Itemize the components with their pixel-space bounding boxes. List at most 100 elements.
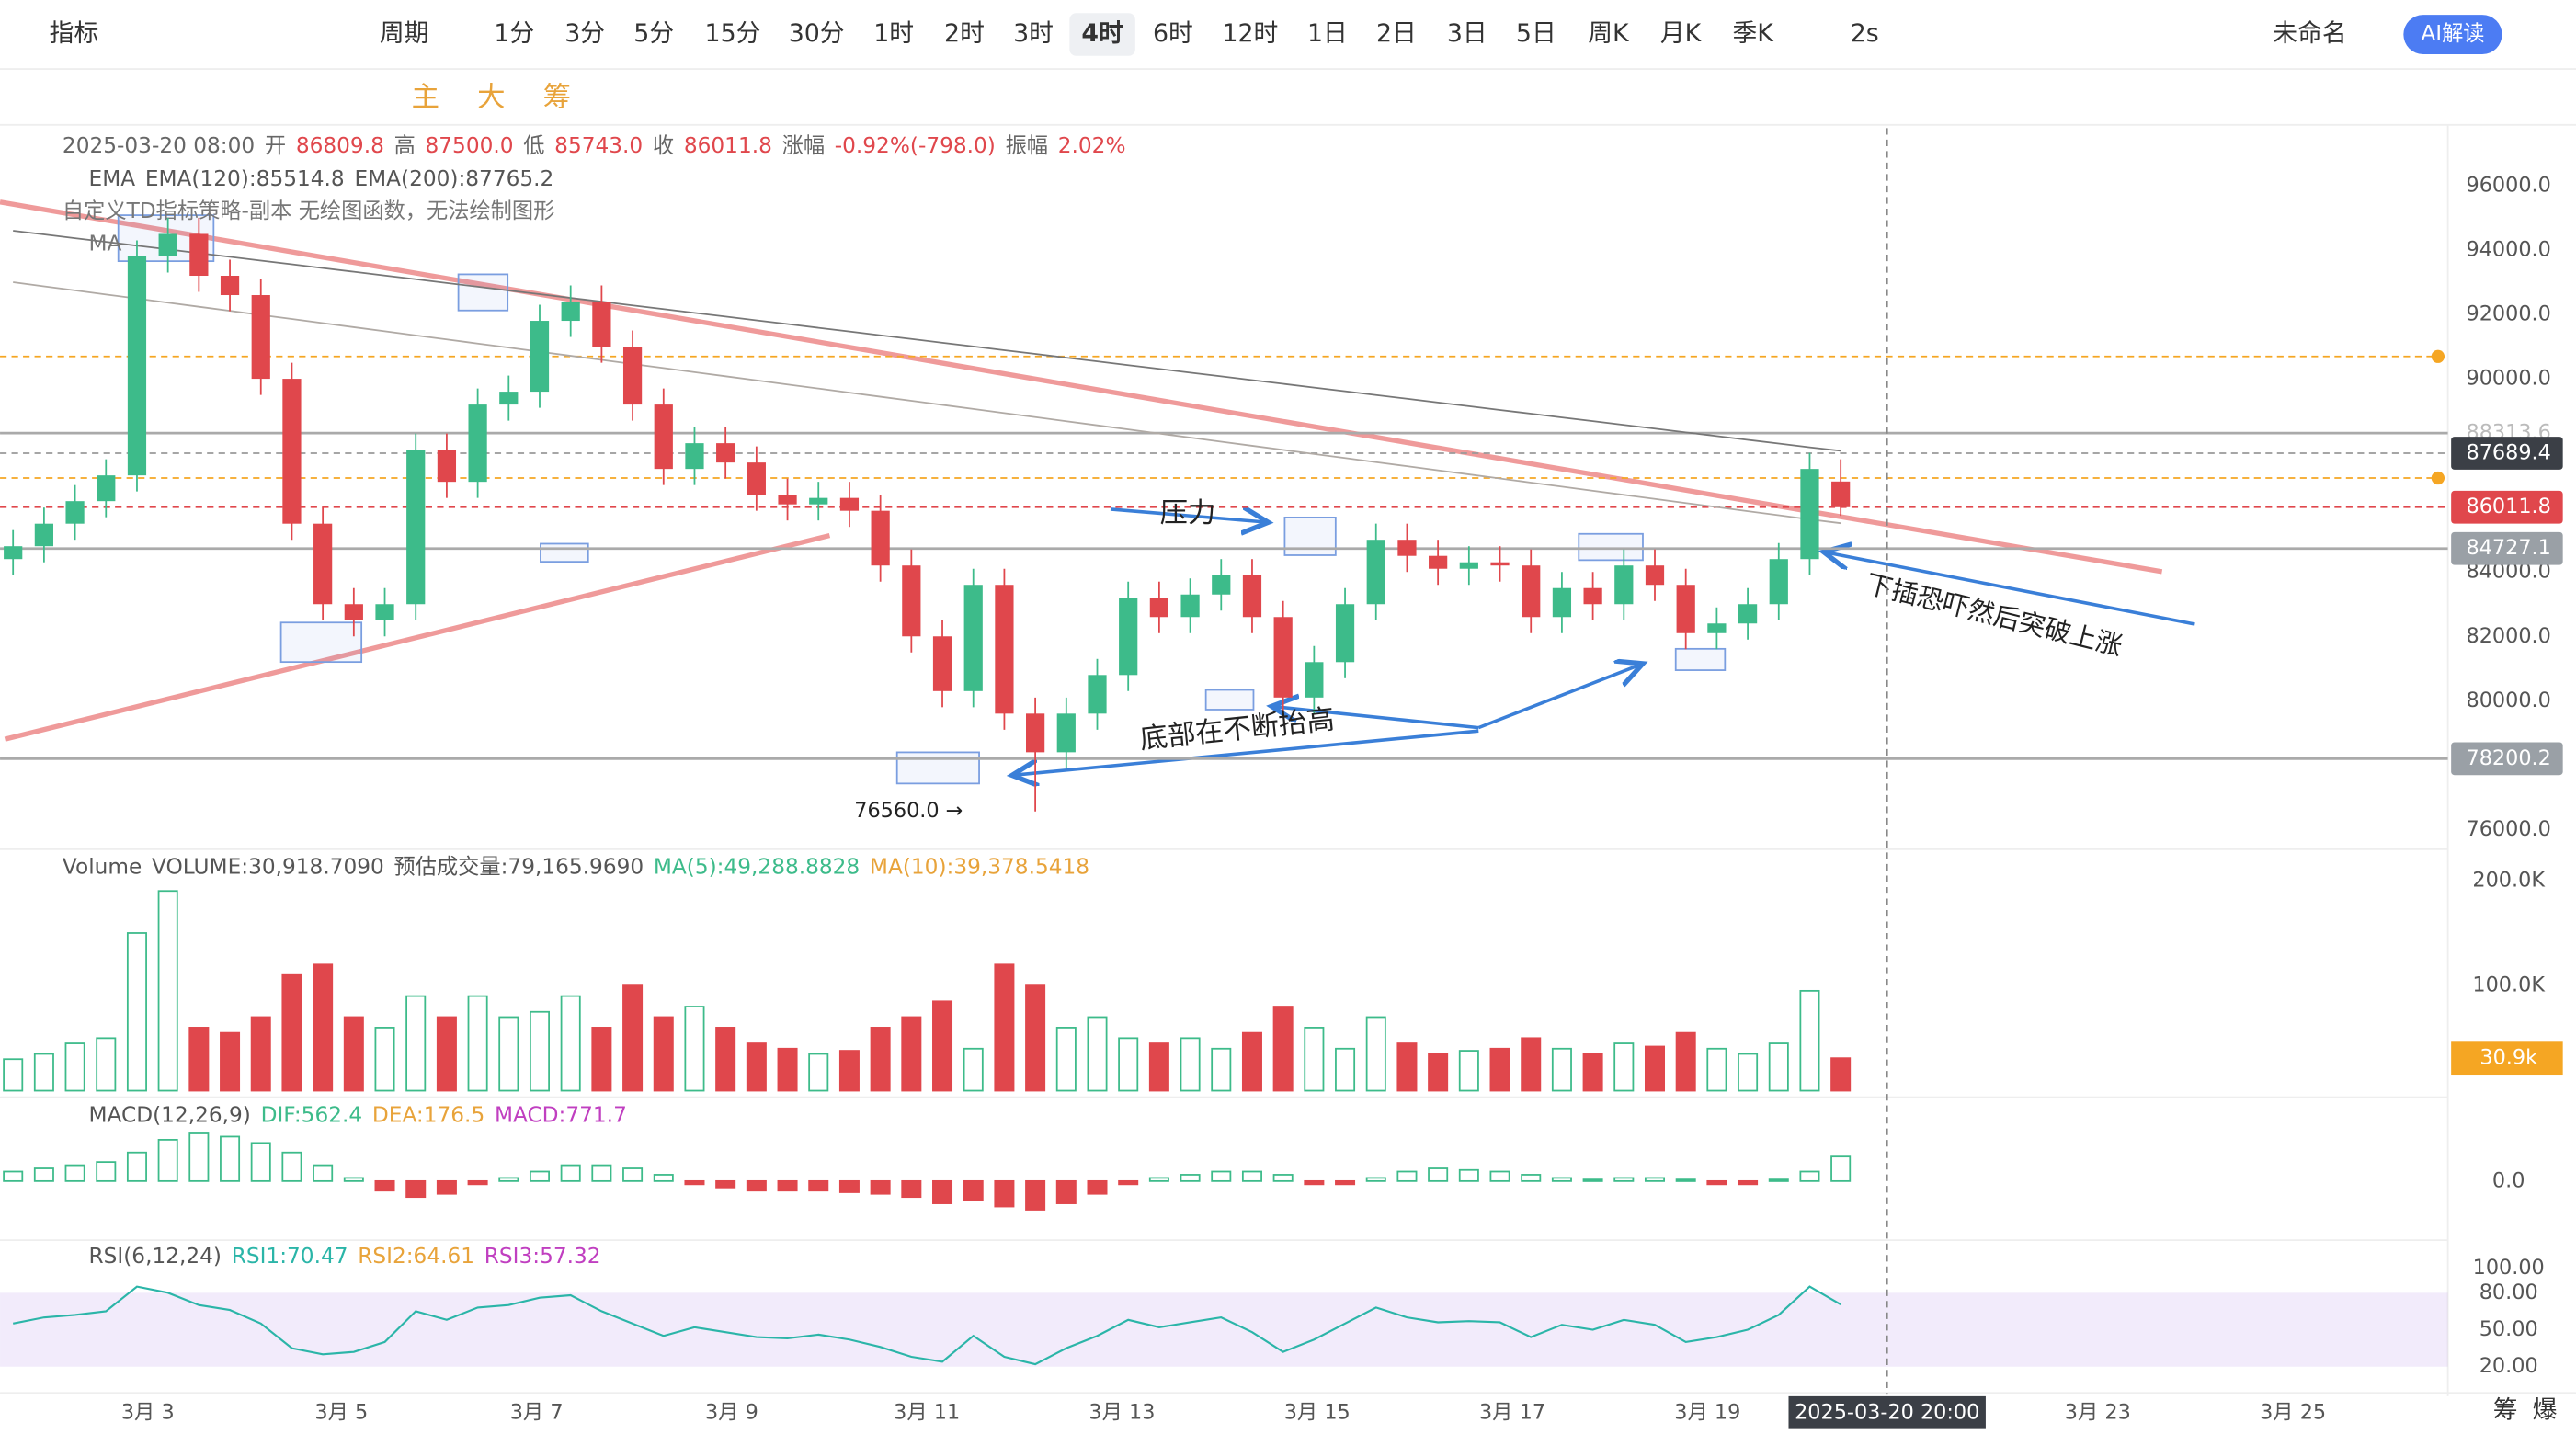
macd-bar [1365, 1177, 1386, 1182]
volume-bar [808, 1053, 829, 1092]
drawing-tool[interactable]: 大 [477, 82, 505, 114]
toolbar-item[interactable]: 季K [1733, 19, 1775, 48]
y-tick-label: 50.00 [2479, 1317, 2538, 1341]
macd-bar [1644, 1177, 1666, 1182]
level-marker [2431, 471, 2445, 485]
toolbar-item[interactable]: 3日 [1447, 19, 1487, 48]
volume-bar [220, 1031, 241, 1092]
corner-tool[interactable]: 爆 [2533, 1395, 2558, 1424]
drawing-tool[interactable]: 筹 [543, 82, 571, 114]
volume-bar [838, 1050, 860, 1092]
price-badge [2451, 742, 2563, 776]
toolbar-item[interactable]: 12时 [1222, 19, 1278, 48]
volume-bar [1211, 1047, 1232, 1092]
macd-bar [3, 1170, 24, 1182]
legend-item: 预估成交量:79,165.9690 [394, 854, 644, 879]
crosshair-label: 2025-03-20 20:00 [1795, 1400, 1979, 1424]
ema-line [13, 230, 1841, 452]
legend-item: 收 [653, 133, 674, 158]
volume-bar [343, 1016, 364, 1092]
volume-bar [1551, 1047, 1572, 1092]
legend-item: 高 [394, 133, 416, 158]
volume-bar [994, 963, 1015, 1092]
macd-bar [1738, 1179, 1759, 1186]
macd-bar [157, 1139, 178, 1182]
candle-body [4, 546, 23, 560]
macd-bar [1799, 1170, 1820, 1182]
drawing-tool[interactable]: 主 [412, 82, 439, 114]
candle-body [561, 302, 580, 322]
toolbar-item[interactable]: 1日 [1307, 19, 1348, 48]
toolbar-item[interactable]: 2日 [1376, 19, 1417, 48]
legend-item: 2025-03-20 08:00 [63, 133, 255, 158]
toolbar-item[interactable]: 5日 [1516, 19, 1556, 48]
legend-item: EMA(120):85514.8 [145, 165, 345, 190]
toolbar-item[interactable]: 3时 [1013, 19, 1054, 48]
candle-body [839, 497, 860, 511]
toolbar-item[interactable]: 1分 [494, 19, 534, 48]
candle-body [1459, 562, 1478, 569]
candle-body [1366, 540, 1385, 605]
macd-bar [1551, 1177, 1572, 1182]
legend-item: 86011.8 [684, 133, 772, 158]
toolbar-item[interactable]: 指标 [50, 19, 99, 48]
volume-bar [1489, 1047, 1510, 1092]
macd-bar [777, 1179, 798, 1192]
rsi-band [0, 1292, 2448, 1367]
candle-body [871, 510, 890, 566]
toolbar-item[interactable]: 6时 [1153, 19, 1193, 48]
toolbar-item[interactable]: 2时 [944, 19, 985, 48]
macd-bar [901, 1179, 922, 1199]
volume-bar [1644, 1045, 1666, 1092]
macd-bar [1180, 1174, 1201, 1182]
candle-body [189, 233, 209, 277]
macd-bar [220, 1135, 241, 1182]
toolbar-item[interactable]: 4时 [1081, 19, 1123, 48]
corner-tool[interactable]: 筹 [2493, 1395, 2518, 1424]
toolbar-item[interactable]: 周期 [380, 19, 429, 48]
toolbar-item[interactable]: 未命名 [2273, 19, 2346, 48]
macd-bar [1118, 1179, 1139, 1186]
legend-item: MA(5):49,288.8828 [654, 854, 860, 879]
candle-body [1212, 575, 1231, 595]
candle-body [1429, 555, 1448, 569]
volume-bar [467, 995, 488, 1092]
macd-bar [405, 1179, 427, 1199]
toolbar-item[interactable]: 30分 [789, 19, 845, 48]
macd-bar [808, 1179, 829, 1192]
candle-body [809, 497, 828, 505]
highlight-box [279, 621, 363, 664]
legend-item: -0.92%(-798.0) [835, 133, 996, 158]
macd-bar [1055, 1179, 1077, 1204]
toolbar-item[interactable]: 15分 [705, 19, 761, 48]
macd-bar [591, 1164, 612, 1182]
macd-bar [1025, 1179, 1046, 1211]
macd-bar [838, 1179, 860, 1193]
arrow [1110, 509, 1269, 522]
toolbar-item[interactable]: 5分 [633, 19, 674, 48]
macd-bar [33, 1167, 54, 1182]
macd-bar [64, 1164, 85, 1182]
annotation: 下插恐吓然后突破上涨 [1863, 568, 2126, 662]
toolbar-item[interactable]: 1时 [873, 19, 914, 48]
candle-body [1490, 562, 1510, 566]
level-marker [2431, 349, 2445, 363]
toolbar-item[interactable]: 2s [1851, 19, 1879, 48]
candle-body [1335, 604, 1355, 663]
legend-row: 自定义TD指标策略-副本 无绘图函数，无法绘制图形 [63, 199, 554, 223]
candle-body [158, 233, 177, 256]
arrow [1477, 664, 1643, 730]
ai-button[interactable] [2403, 15, 2502, 54]
ai-button-label[interactable]: AI解读 [2421, 21, 2484, 46]
highlight-box [1578, 532, 1644, 562]
macd-bar [1428, 1167, 1449, 1182]
y-tick-label: 80000.0 [2467, 689, 2551, 712]
legend-item: 86809.8 [296, 133, 384, 158]
macd-bar [436, 1179, 457, 1195]
volume-bar [1055, 1027, 1077, 1092]
toolbar-item[interactable]: 周K [1588, 19, 1630, 48]
legend-item: EMA [89, 165, 136, 190]
toolbar-item[interactable]: 月K [1660, 19, 1703, 48]
toolbar-item[interactable]: 3分 [564, 19, 605, 48]
macd-bar [746, 1179, 767, 1192]
